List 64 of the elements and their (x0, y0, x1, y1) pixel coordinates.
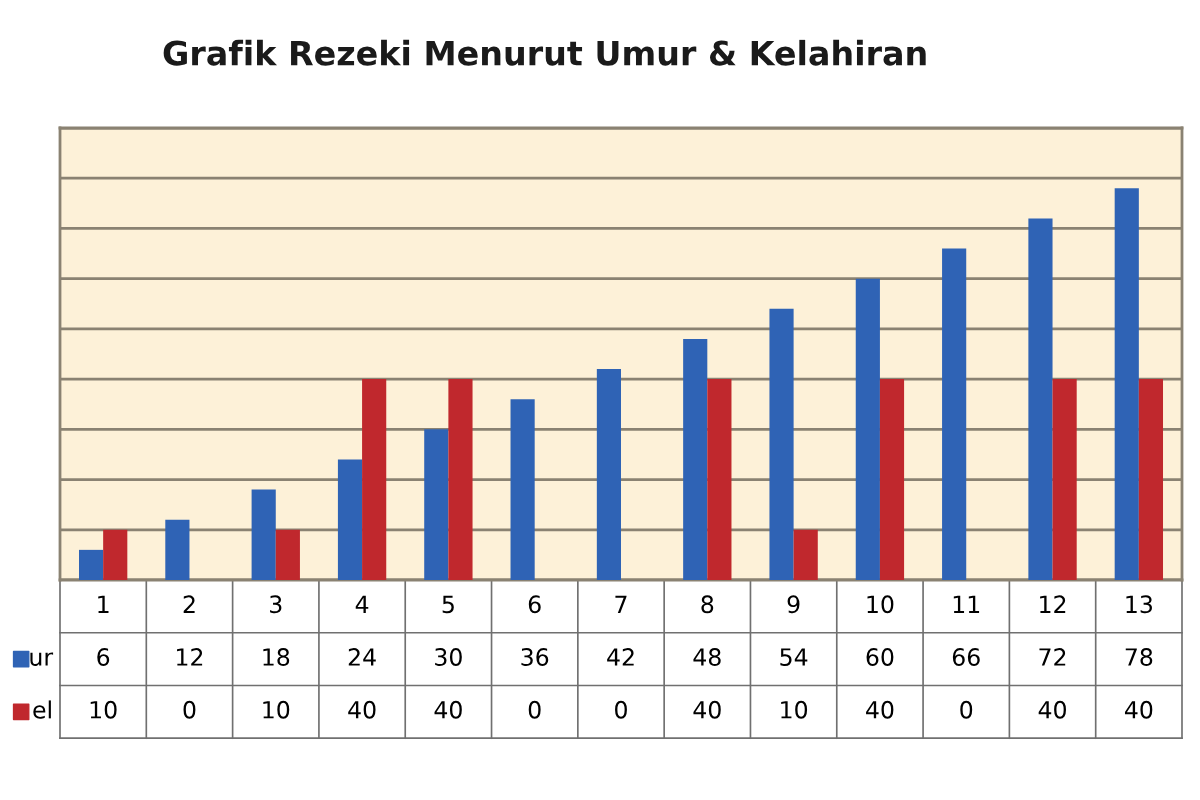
x-tick-label: 5 (442, 595, 454, 614)
data-label: 0 (960, 700, 973, 719)
bar (510, 399, 535, 580)
bar (769, 308, 794, 580)
data-label: 0 (183, 700, 196, 719)
bar (793, 529, 818, 580)
bar (424, 429, 449, 580)
data-label: 48 (693, 648, 721, 666)
x-tick-label: 2 (183, 595, 195, 613)
x-tick-label: 11 (953, 595, 980, 613)
data-label: 10 (90, 700, 117, 719)
data-label: 40 (693, 700, 721, 719)
bar (275, 529, 300, 580)
bar (362, 379, 387, 580)
data-label: 0 (615, 700, 627, 719)
data-label: 10 (781, 700, 808, 719)
x-tick-label: 7 (615, 595, 627, 613)
bar (78, 549, 104, 580)
data-label: 10 (263, 700, 290, 719)
bar (596, 369, 621, 580)
data-label: 36 (521, 648, 549, 666)
data-label: 24 (348, 648, 376, 666)
bar (165, 519, 190, 580)
bar (1028, 218, 1053, 580)
legend-label: el (33, 700, 51, 719)
bar (855, 278, 880, 580)
data-label: 18 (263, 648, 290, 666)
bar (337, 459, 363, 580)
x-tick-label: 3 (270, 595, 282, 614)
bar (942, 248, 967, 580)
data-label: 6 (97, 648, 110, 666)
bar (1052, 379, 1077, 580)
data-label: 72 (1039, 648, 1066, 666)
data-label: 40 (1124, 700, 1153, 719)
x-tick-label: 1 (98, 595, 109, 613)
data-label: 40 (434, 700, 462, 719)
bar (448, 379, 473, 580)
bar (683, 338, 708, 580)
x-tick-label: 6 (528, 595, 541, 614)
x-tick-label: 8 (701, 595, 714, 614)
data-label: 54 (780, 648, 808, 666)
legend-label: ur (30, 652, 54, 666)
data-label: 0 (528, 700, 541, 719)
data-label: 42 (607, 648, 634, 666)
data-label: 78 (1125, 648, 1153, 666)
bar (251, 489, 276, 580)
x-tick-label: 10 (867, 595, 894, 614)
bar (879, 379, 905, 580)
chart-title: Grafik Rezeki Menurut Umur & Kelahiran (163, 39, 926, 66)
x-tick-label: 13 (1126, 595, 1152, 614)
data-label: 40 (866, 700, 894, 719)
data-label: 12 (177, 648, 203, 666)
bar (1138, 379, 1164, 580)
data-label: 40 (348, 700, 376, 719)
x-tick-label: 9 (787, 595, 800, 614)
bar (1114, 188, 1139, 580)
x-tick-label: 12 (1040, 595, 1066, 613)
x-tick-label: 4 (355, 595, 369, 613)
data-label: 60 (866, 648, 894, 666)
bar (103, 529, 128, 580)
bar (707, 379, 732, 580)
data-label: 40 (1038, 700, 1066, 719)
data-label: 30 (435, 648, 462, 666)
data-label: 66 (952, 648, 980, 666)
